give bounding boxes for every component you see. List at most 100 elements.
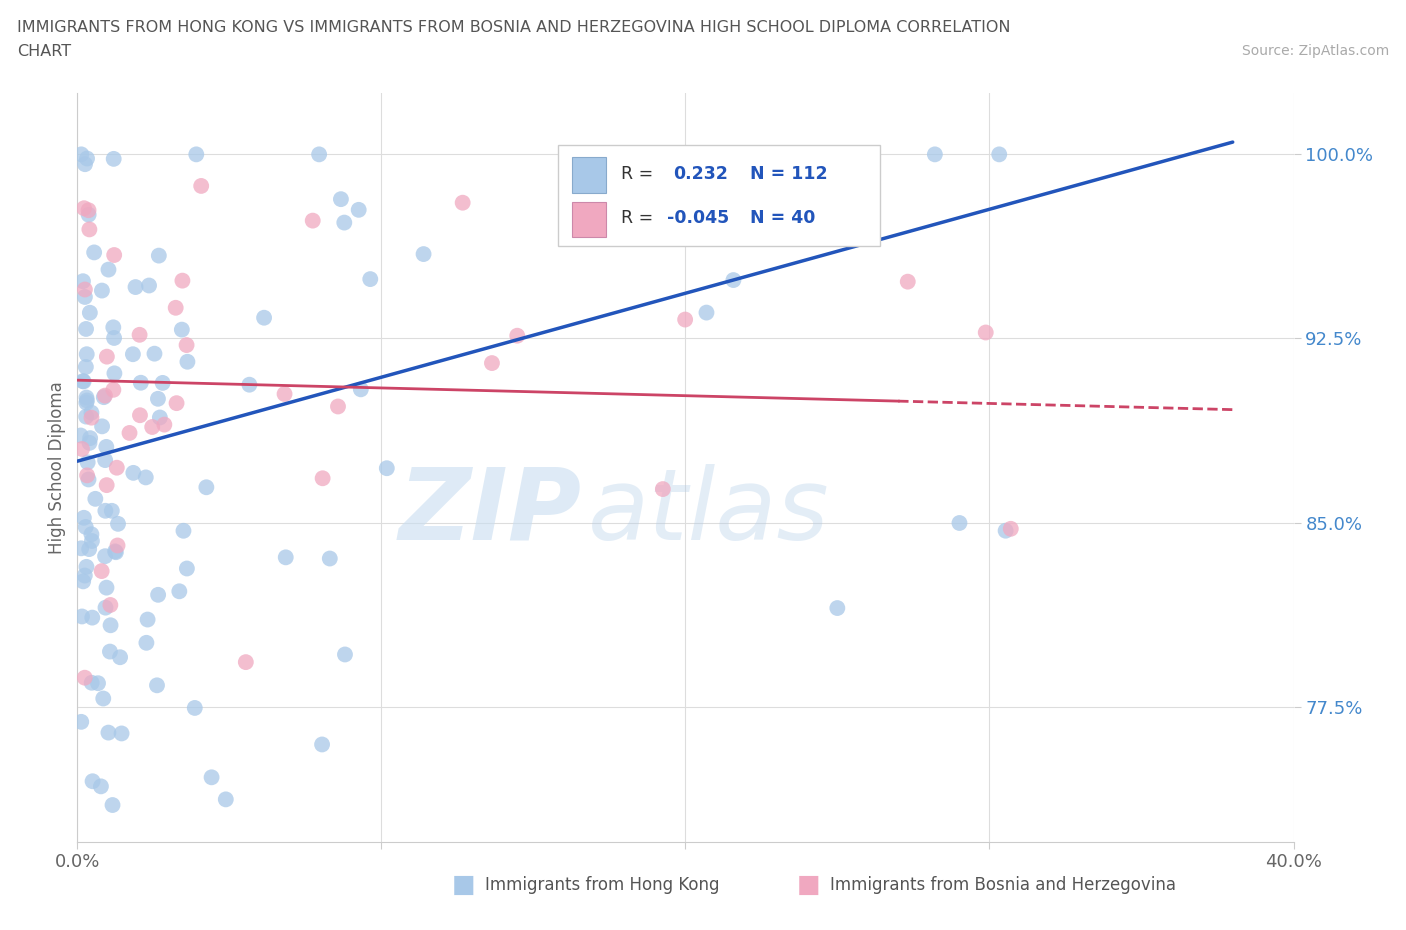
Point xyxy=(72,374,94,389)
Point xyxy=(200,770,222,785)
Point xyxy=(138,278,160,293)
Point xyxy=(79,435,101,450)
Point xyxy=(165,300,187,315)
Point xyxy=(75,395,97,410)
Bar xyxy=(572,202,606,237)
Point xyxy=(103,365,125,380)
Point xyxy=(897,274,920,289)
Point xyxy=(689,193,711,208)
Point xyxy=(83,245,105,259)
Point xyxy=(695,305,717,320)
Point xyxy=(94,453,117,468)
Text: Immigrants from Bosnia and Herzegovina: Immigrants from Bosnia and Herzegovina xyxy=(830,876,1175,895)
Point xyxy=(104,544,127,559)
Point xyxy=(481,355,503,370)
Point xyxy=(100,618,122,632)
Point xyxy=(974,326,997,340)
Point xyxy=(122,465,145,480)
Point xyxy=(146,392,169,406)
Text: 0.232: 0.232 xyxy=(673,165,728,183)
Point xyxy=(70,609,93,624)
Point xyxy=(75,560,97,575)
Point xyxy=(186,147,208,162)
Point xyxy=(103,320,125,335)
Point xyxy=(105,460,128,475)
Point xyxy=(72,374,94,389)
Point xyxy=(87,676,110,691)
Point xyxy=(176,561,198,576)
Point xyxy=(215,792,238,807)
Point xyxy=(98,598,121,613)
Point xyxy=(76,151,98,166)
Point xyxy=(76,347,98,362)
Point xyxy=(101,798,124,813)
Point xyxy=(143,346,166,361)
Point xyxy=(80,410,103,425)
Text: atlas: atlas xyxy=(588,464,830,561)
Point xyxy=(77,472,100,487)
Point xyxy=(77,203,100,218)
Point xyxy=(93,390,115,405)
Point xyxy=(97,725,120,740)
Point xyxy=(141,419,163,434)
Point xyxy=(172,273,194,288)
Point xyxy=(994,524,1017,538)
Point xyxy=(73,511,96,525)
Point xyxy=(128,327,150,342)
Point xyxy=(333,647,356,662)
Point xyxy=(80,534,103,549)
Point xyxy=(94,388,117,403)
Point xyxy=(103,247,125,262)
Point xyxy=(80,405,103,420)
Point xyxy=(176,354,198,369)
Point xyxy=(169,584,191,599)
Point xyxy=(103,330,125,345)
Point xyxy=(76,393,98,408)
Point xyxy=(375,460,398,475)
Point xyxy=(827,601,849,616)
Text: -0.045: -0.045 xyxy=(668,209,730,227)
Point xyxy=(91,418,114,433)
Point xyxy=(82,774,104,789)
Point xyxy=(75,409,97,424)
Point xyxy=(253,311,276,325)
Point xyxy=(311,737,333,751)
Point xyxy=(80,526,103,541)
Point xyxy=(90,564,112,578)
Point xyxy=(96,440,118,455)
Text: ZIP: ZIP xyxy=(399,464,582,561)
Point xyxy=(90,779,112,794)
Point xyxy=(73,671,96,685)
Point xyxy=(329,192,352,206)
Point xyxy=(72,574,94,589)
Point xyxy=(72,273,94,288)
Point xyxy=(75,520,97,535)
Point xyxy=(91,691,114,706)
Point xyxy=(146,588,169,603)
Point xyxy=(235,655,257,670)
Point xyxy=(124,280,146,295)
Point xyxy=(90,283,112,298)
Point xyxy=(118,426,141,441)
Bar xyxy=(572,156,606,193)
Point xyxy=(311,471,333,485)
Point xyxy=(651,482,673,497)
Point xyxy=(135,470,157,485)
Point xyxy=(104,545,127,560)
Point xyxy=(79,222,101,237)
Point xyxy=(84,491,107,506)
Point xyxy=(238,378,260,392)
Point xyxy=(98,644,121,659)
Point xyxy=(948,515,970,530)
Point xyxy=(75,390,97,405)
Text: R =: R = xyxy=(621,165,654,183)
Point xyxy=(451,195,474,210)
Point xyxy=(76,468,98,483)
Point xyxy=(75,360,97,375)
Point xyxy=(135,635,157,650)
Point xyxy=(77,541,100,556)
Text: IMMIGRANTS FROM HONG KONG VS IMMIGRANTS FROM BOSNIA AND HERZEGOVINA HIGH SCHOOL : IMMIGRANTS FROM HONG KONG VS IMMIGRANTS … xyxy=(17,20,1011,35)
Point xyxy=(70,714,93,729)
Point xyxy=(96,580,118,595)
Point xyxy=(94,600,117,615)
